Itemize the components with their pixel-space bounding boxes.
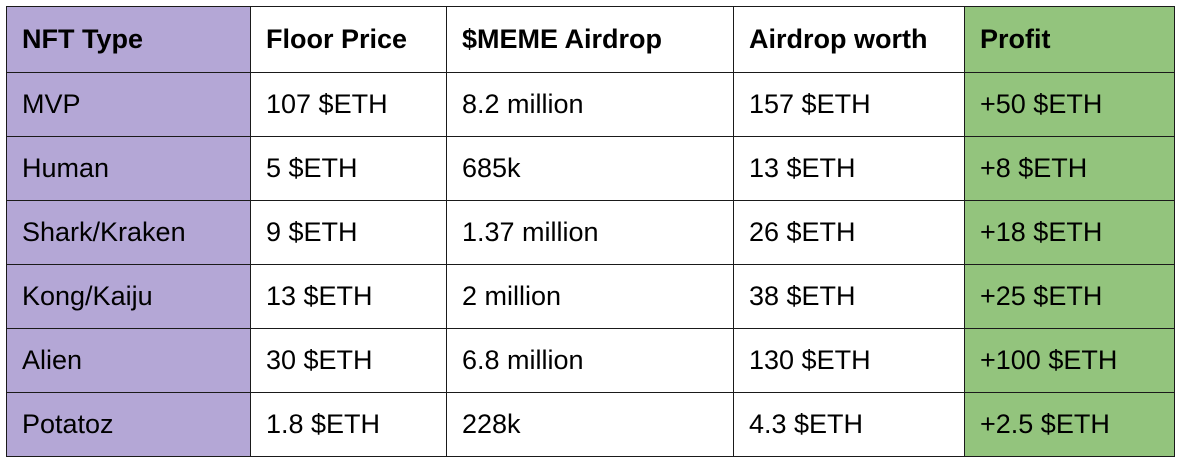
cell-floor-price: 1.8 $ETH [250, 392, 447, 457]
cell-profit: +25 $ETH [964, 264, 1175, 329]
cell-meme-airdrop: 228k [446, 392, 734, 457]
cell-floor-price: 9 $ETH [250, 200, 447, 265]
cell-profit: +18 $ETH [964, 200, 1175, 265]
cell-airdrop-worth: 13 $ETH [733, 136, 965, 201]
cell-nft-type: Human [6, 136, 251, 201]
table-row: MVP 107 $ETH 8.2 million 157 $ETH +50 $E… [6, 72, 1175, 137]
cell-airdrop-worth: 26 $ETH [733, 200, 965, 265]
cell-airdrop-worth: 157 $ETH [733, 72, 965, 137]
table-row: Potatoz 1.8 $ETH 228k 4.3 $ETH +2.5 $ETH [6, 392, 1175, 457]
cell-nft-type: Kong/Kaiju [6, 264, 251, 329]
cell-floor-price: 30 $ETH [250, 328, 447, 393]
cell-profit: +2.5 $ETH [964, 392, 1175, 457]
cell-meme-airdrop: 8.2 million [446, 72, 734, 137]
cell-profit: +8 $ETH [964, 136, 1175, 201]
cell-floor-price: 13 $ETH [250, 264, 447, 329]
cell-profit: +100 $ETH [964, 328, 1175, 393]
cell-meme-airdrop: 1.37 million [446, 200, 734, 265]
nft-airdrop-table: NFT Type Floor Price $MEME Airdrop Airdr… [6, 6, 1175, 457]
table-row: Shark/Kraken 9 $ETH 1.37 million 26 $ETH… [6, 200, 1175, 265]
cell-nft-type: MVP [6, 72, 251, 137]
table-container: NFT Type Floor Price $MEME Airdrop Airdr… [6, 6, 1175, 457]
cell-meme-airdrop: 2 million [446, 264, 734, 329]
table-row: Alien 30 $ETH 6.8 million 130 $ETH +100 … [6, 328, 1175, 393]
cell-profit: +50 $ETH [964, 72, 1175, 137]
header-meme-airdrop: $MEME Airdrop [446, 6, 734, 73]
cell-airdrop-worth: 130 $ETH [733, 328, 965, 393]
cell-airdrop-worth: 4.3 $ETH [733, 392, 965, 457]
cell-meme-airdrop: 685k [446, 136, 734, 201]
cell-nft-type: Potatoz [6, 392, 251, 457]
cell-nft-type: Shark/Kraken [6, 200, 251, 265]
cell-floor-price: 5 $ETH [250, 136, 447, 201]
table-row: Kong/Kaiju 13 $ETH 2 million 38 $ETH +25… [6, 264, 1175, 329]
header-row: NFT Type Floor Price $MEME Airdrop Airdr… [6, 6, 1175, 73]
header-nft-type: NFT Type [6, 6, 251, 73]
cell-nft-type: Alien [6, 328, 251, 393]
header-floor-price: Floor Price [250, 6, 447, 73]
header-profit: Profit [964, 6, 1175, 73]
header-airdrop-worth: Airdrop worth [733, 6, 965, 73]
cell-airdrop-worth: 38 $ETH [733, 264, 965, 329]
cell-meme-airdrop: 6.8 million [446, 328, 734, 393]
table-row: Human 5 $ETH 685k 13 $ETH +8 $ETH [6, 136, 1175, 201]
cell-floor-price: 107 $ETH [250, 72, 447, 137]
